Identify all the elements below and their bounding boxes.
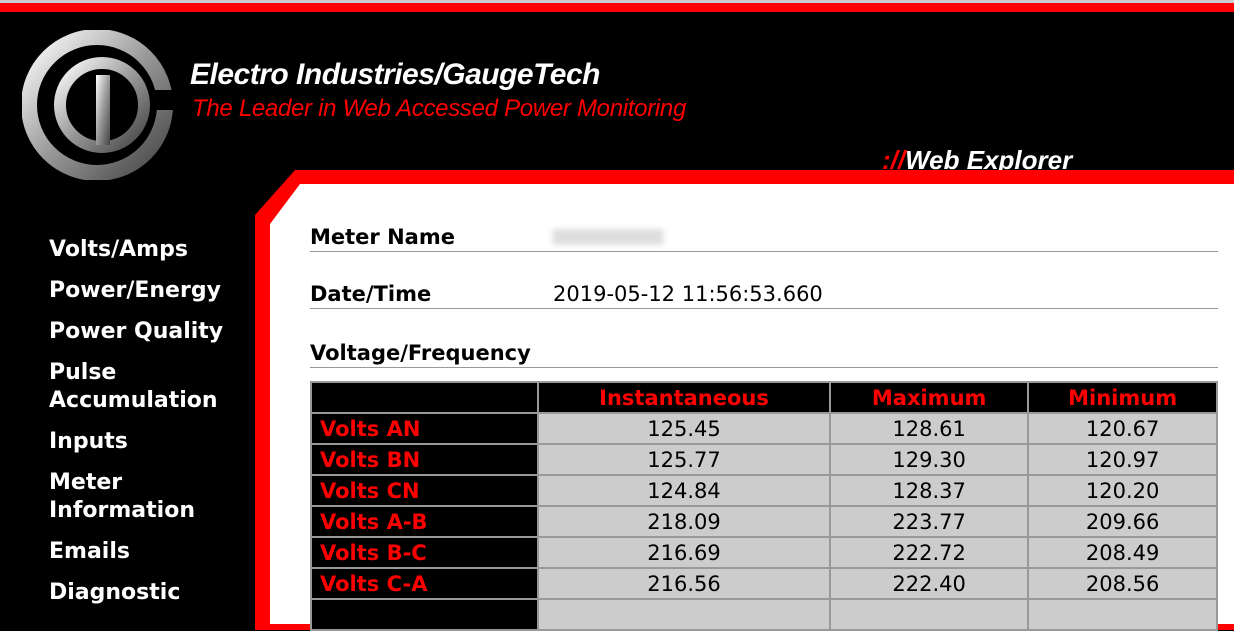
voltage-frequency-table: Instantaneous Maximum Minimum Volts AN 12… bbox=[310, 381, 1218, 631]
cell-value: 216.56 bbox=[536, 567, 832, 600]
sidebar-item-power-quality[interactable]: Power Quality bbox=[49, 319, 224, 344]
table-row: Volts AN 125.45 128.61 120.67 bbox=[310, 412, 1218, 445]
cell-value: 216.69 bbox=[536, 536, 832, 569]
cell-value: 218.09 bbox=[536, 505, 832, 538]
cell-value: 128.37 bbox=[829, 474, 1030, 507]
datetime-value: 2019-05-12 11:56:53.660 bbox=[553, 282, 823, 306]
table-row: Volts A-B 218.09 223.77 209.66 bbox=[310, 505, 1218, 538]
table-row: Volts C-A 216.56 222.40 208.56 bbox=[310, 567, 1218, 600]
cell-value: 120.97 bbox=[1027, 443, 1218, 476]
product-prefix: :// bbox=[882, 145, 906, 175]
cell-value: 124.84 bbox=[536, 474, 832, 507]
eig-logo bbox=[22, 30, 192, 180]
table-row-partial bbox=[310, 598, 1218, 631]
row-label: Volts CN bbox=[310, 474, 539, 507]
sidebar-item-diagnostic[interactable]: Diagnostic bbox=[49, 580, 181, 605]
sidebar-item-volts-amps[interactable]: Volts/Amps bbox=[49, 237, 188, 262]
section-title: Voltage/Frequency bbox=[310, 341, 531, 365]
cell-value: 120.67 bbox=[1027, 412, 1218, 445]
cell-value: 208.56 bbox=[1027, 567, 1218, 600]
sidebar-item-pulse-accumulation[interactable]: Pulse Accumulation bbox=[49, 360, 218, 413]
section-title-row: Voltage/Frequency bbox=[310, 338, 1218, 368]
datetime-label: Date/Time bbox=[310, 282, 432, 306]
cell-value bbox=[1027, 598, 1218, 631]
sidebar-item-meter-information[interactable]: Meter Information bbox=[49, 470, 195, 523]
cell-value bbox=[829, 598, 1030, 631]
column-header-maximum: Maximum bbox=[829, 381, 1030, 414]
company-name: Electro Industries/GaugeTech bbox=[190, 58, 601, 91]
row-label: Volts A-B bbox=[310, 505, 539, 538]
column-header-minimum: Minimum bbox=[1027, 381, 1218, 414]
cell-value: 222.72 bbox=[829, 536, 1030, 569]
row-label: Volts B-C bbox=[310, 536, 539, 569]
cell-value: 208.49 bbox=[1027, 536, 1218, 569]
sidebar-nav: Volts/Amps Power/Energy Power Quality Pu… bbox=[49, 236, 239, 620]
table-row: Volts B-C 216.69 222.72 208.49 bbox=[310, 536, 1218, 569]
cell-value: 125.77 bbox=[536, 443, 832, 476]
cell-value: 120.20 bbox=[1027, 474, 1218, 507]
row-label: Volts AN bbox=[310, 412, 539, 445]
cell-value: 129.30 bbox=[829, 443, 1030, 476]
datetime-row: Date/Time 2019-05-12 11:56:53.660 bbox=[310, 279, 1218, 309]
table-row: Volts CN 124.84 128.37 120.20 bbox=[310, 474, 1218, 507]
tagline: The Leader in Web Accessed Power Monitor… bbox=[192, 95, 687, 122]
row-label: Volts C-A bbox=[310, 567, 539, 600]
table-row: Volts BN 125.77 129.30 120.97 bbox=[310, 443, 1218, 476]
window-top-edge bbox=[0, 0, 1234, 3]
cell-value: 125.45 bbox=[536, 412, 832, 445]
meter-name-row: Meter Name bbox=[310, 222, 1218, 252]
header-red-bar bbox=[0, 3, 1234, 12]
sidebar-item-power-energy[interactable]: Power/Energy bbox=[49, 278, 221, 303]
meter-name-label: Meter Name bbox=[310, 225, 455, 249]
row-label: Volts BN bbox=[310, 443, 539, 476]
sidebar-item-emails[interactable]: Emails bbox=[49, 539, 130, 564]
meter-name-value-redacted bbox=[553, 229, 663, 245]
column-header-instantaneous: Instantaneous bbox=[536, 381, 832, 414]
cell-value: 209.66 bbox=[1027, 505, 1218, 538]
sidebar-item-inputs[interactable]: Inputs bbox=[49, 429, 128, 454]
column-header-blank bbox=[310, 381, 539, 414]
row-label bbox=[310, 598, 539, 631]
cell-value: 223.77 bbox=[829, 505, 1030, 538]
table-header-row: Instantaneous Maximum Minimum bbox=[310, 381, 1218, 414]
cell-value: 222.40 bbox=[829, 567, 1030, 600]
cell-value bbox=[536, 598, 832, 631]
cell-value: 128.61 bbox=[829, 412, 1030, 445]
